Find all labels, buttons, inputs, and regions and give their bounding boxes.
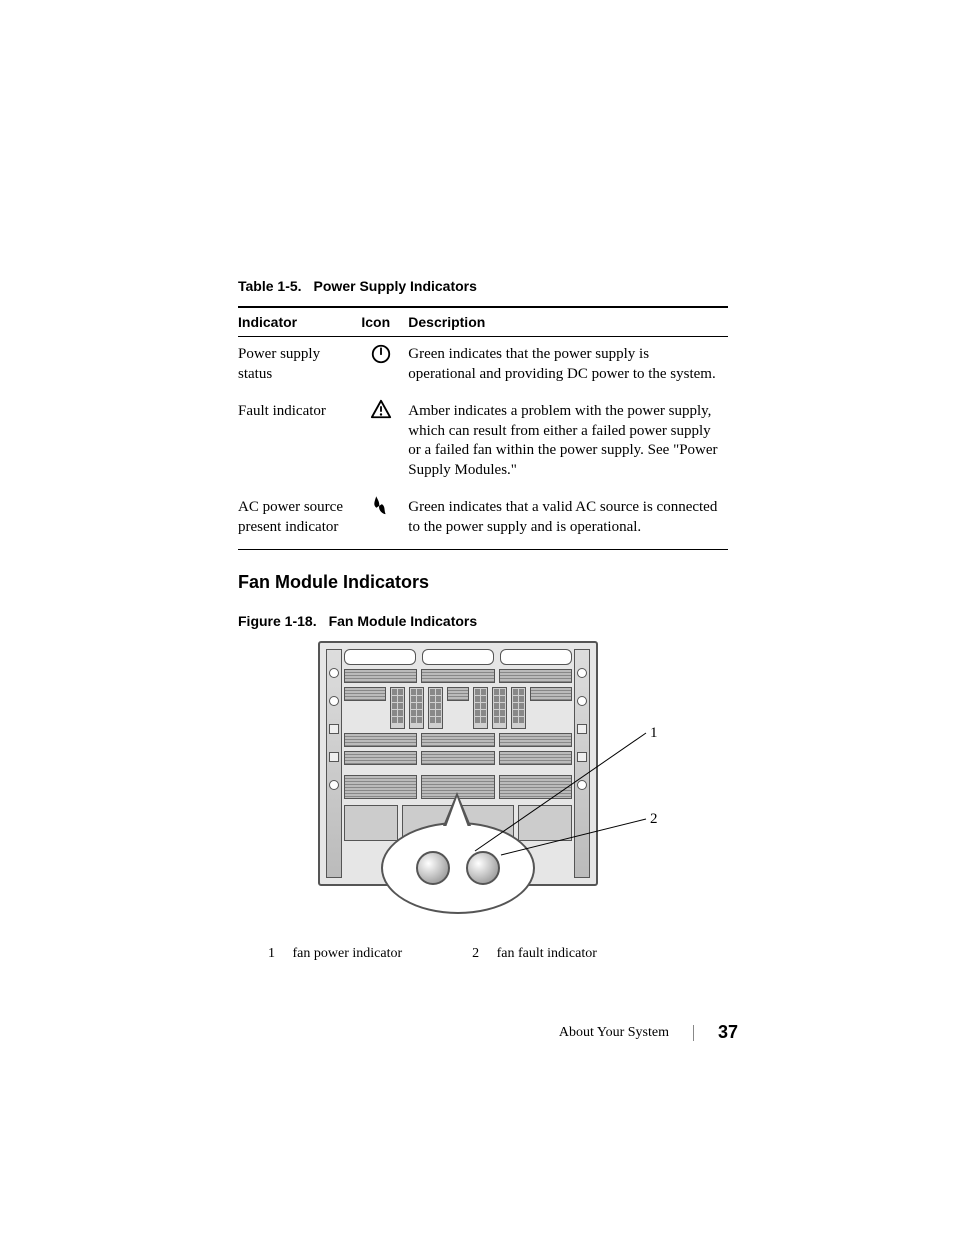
module-tag [344, 649, 416, 665]
footer-page-number: 37 [718, 1022, 738, 1043]
footer-separator [693, 1025, 694, 1041]
device-illustration [318, 641, 598, 886]
th-indicator: Indicator [238, 307, 361, 337]
section-heading: Fan Module Indicators [238, 572, 764, 593]
figure-caption: Figure 1-18. Fan Module Indicators [238, 613, 764, 629]
fan-power-led-icon [416, 851, 450, 885]
th-icon: Icon [361, 307, 408, 337]
footer-section: About Your System [559, 1025, 669, 1041]
th-description: Description [408, 307, 728, 337]
legend-num: 1 [268, 946, 282, 962]
cell-description: Amber indicates a problem with the power… [408, 394, 728, 490]
cell-description: Green indicates that a valid AC source i… [408, 490, 728, 550]
page-footer: About Your System 37 [559, 1022, 738, 1043]
cell-indicator: Power supply status [238, 337, 361, 395]
figure: 1 2 1 fan power indicator 2 fan fault in… [238, 641, 728, 962]
fan-fault-led-icon [466, 851, 500, 885]
figure-caption-prefix: Figure 1-18. [238, 613, 317, 629]
module-tag [422, 649, 494, 665]
table-row: Power supply status Green indicates that… [238, 337, 728, 395]
power-supply-indicators-table: Indicator Icon Description Power supply … [238, 306, 728, 550]
page: Table 1-5. Power Supply Indicators Indica… [0, 0, 954, 1235]
table-row: AC power source present indicator Green … [238, 490, 728, 550]
legend-text: fan fault indicator [497, 946, 597, 961]
callout-number-1: 1 [650, 725, 658, 742]
cell-indicator: Fault indicator [238, 394, 361, 490]
cell-indicator: AC power source present indicator [238, 490, 361, 550]
table-caption-prefix: Table 1-5. [238, 278, 302, 294]
legend-num: 2 [472, 946, 486, 962]
cell-description: Green indicates that the power supply is… [408, 337, 728, 395]
power-status-icon [370, 343, 392, 365]
side-column-left [326, 649, 342, 878]
callout-number-2: 2 [650, 811, 658, 828]
fault-icon [370, 398, 392, 420]
figure-caption-title: Fan Module Indicators [329, 613, 478, 629]
legend-item: 2 fan fault indicator [472, 946, 597, 962]
table-caption: Table 1-5. Power Supply Indicators [238, 278, 764, 294]
module-tag [500, 649, 572, 665]
table-caption-title: Power Supply Indicators [314, 278, 477, 294]
callout-bubble [381, 822, 535, 914]
figure-legend: 1 fan power indicator 2 fan fault indica… [268, 946, 728, 962]
legend-text: fan power indicator [293, 946, 403, 961]
side-column-right [574, 649, 590, 878]
legend-item: 1 fan power indicator [268, 946, 402, 962]
ac-present-icon [370, 494, 392, 516]
table-row: Fault indicator Amber indicates a proble… [238, 394, 728, 490]
